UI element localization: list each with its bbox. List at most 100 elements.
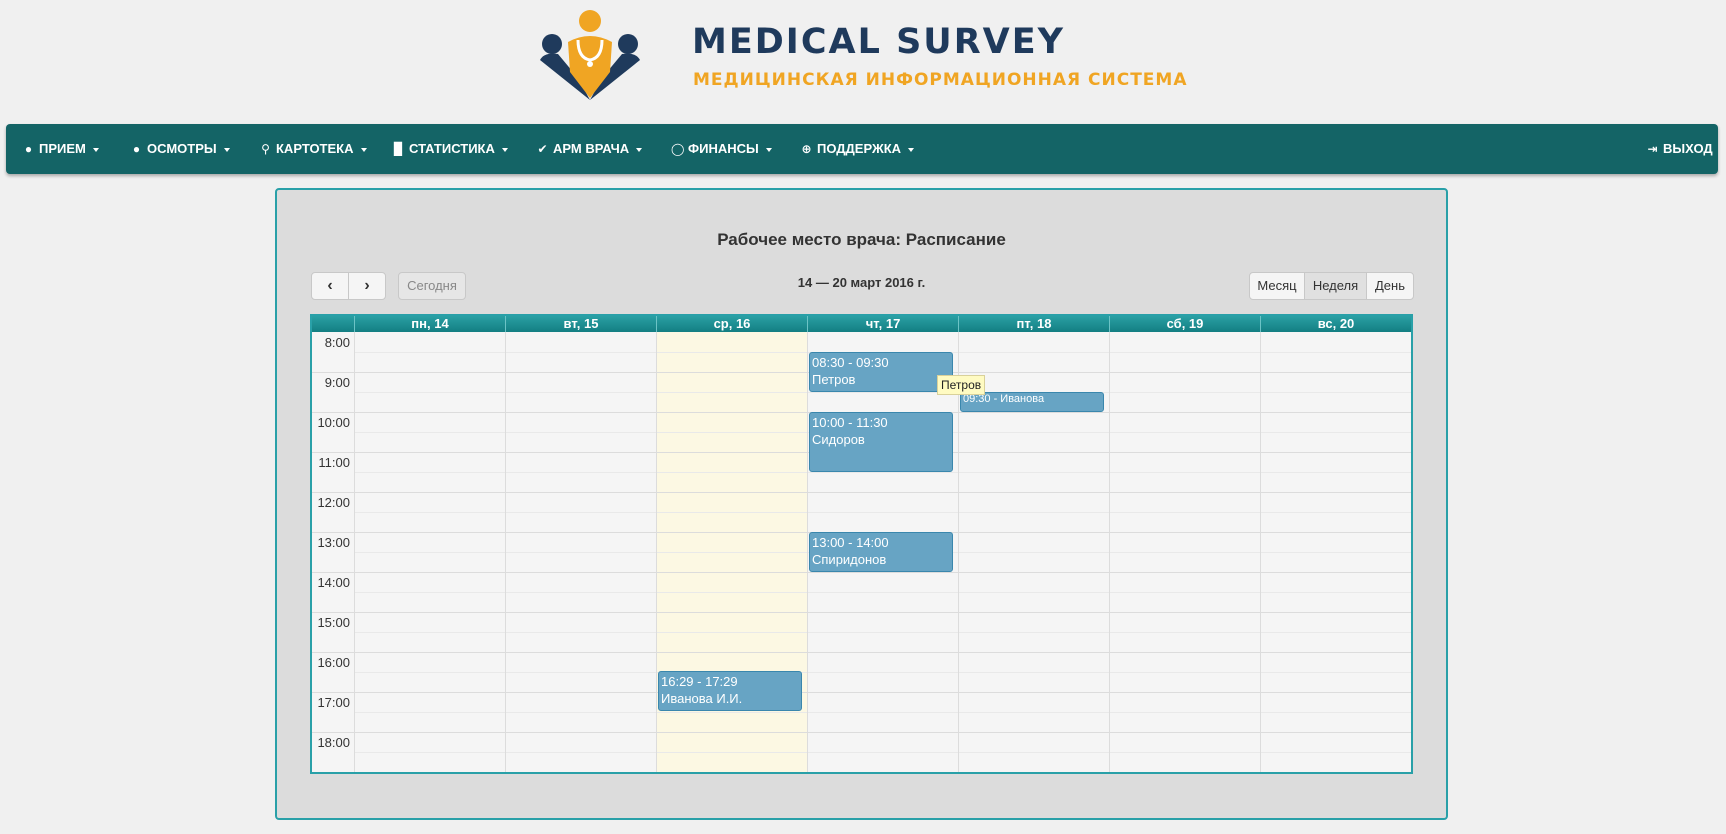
nav-label: ОСМОТРЫ: [147, 141, 217, 156]
half-hour-line: [354, 632, 1411, 633]
day-header-wed: ср, 16: [656, 316, 807, 332]
half-hour-line: [354, 752, 1411, 753]
day-header-fri: пт, 18: [958, 316, 1109, 332]
lifebuoy-icon: ⊕: [801, 142, 812, 156]
day-divider: [354, 332, 355, 772]
day-divider: [505, 332, 506, 772]
main-navbar: ● ПРИЕМ ● ОСМОТРЫ ⚲ КАРТОТЕКА ▉ СТАТИСТИКА ✔…: [6, 124, 1718, 174]
caret-down-icon: [92, 147, 99, 152]
day-header-sat: сб, 19: [1109, 316, 1260, 332]
brand-subtitle: МЕДИЦИНСКАЯ ИНФОРМАЦИОННАЯ СИСТЕМА: [693, 70, 1188, 90]
nav-item-arm-vracha[interactable]: ✔ АРМ ВРАЧА: [536, 124, 643, 174]
time-label: 18:00: [317, 735, 350, 750]
nav-item-priem[interactable]: ● ПРИЕМ: [22, 124, 99, 174]
week-view-button[interactable]: Неделя: [1304, 272, 1367, 300]
time-label: 10:00: [317, 415, 350, 430]
schedule-panel: Рабочее место врача: Расписание ‹ › Сего…: [275, 188, 1448, 820]
day-header-sun: вс, 20: [1260, 316, 1411, 332]
time-label: 9:00: [324, 375, 350, 390]
caret-down-icon: [765, 147, 772, 152]
caret-down-icon: [501, 147, 508, 152]
event-tooltip: Петров: [937, 375, 986, 395]
day-header-tue: вт, 15: [505, 316, 656, 332]
time-label: 17:00: [317, 695, 350, 710]
hour-line: [312, 692, 1411, 693]
half-hour-line: [354, 512, 1411, 513]
event-patient: Сидоров: [812, 432, 865, 447]
caret-down-icon: [908, 147, 915, 152]
date-range: 14 — 20 март 2016 г.: [797, 275, 926, 290]
hour-line: [312, 652, 1411, 653]
hour-line: [312, 612, 1411, 613]
nav-label: КАРТОТЕКА: [276, 141, 354, 156]
day-divider: [656, 332, 657, 772]
nav-item-statistika[interactable]: ▉ СТАТИСТИКА: [392, 124, 508, 174]
calendar-header: пн, 14 вт, 15 ср, 16 чт, 17 пт, 18 сб, 1…: [312, 316, 1411, 332]
month-view-button[interactable]: Месяц: [1249, 272, 1305, 300]
half-hour-line: [354, 392, 1411, 393]
day-divider: [807, 332, 808, 772]
day-header-thu: чт, 17: [807, 316, 958, 332]
next-week-button[interactable]: ›: [348, 272, 386, 300]
half-hour-line: [354, 472, 1411, 473]
week-calendar: пн, 14 вт, 15 ср, 16 чт, 17 пт, 18 сб, 1…: [310, 314, 1413, 774]
bar-chart-icon: ▉: [393, 142, 404, 156]
event-time: 16:29 - 17:29: [661, 674, 738, 689]
calendar-event[interactable]: 16:29 - 17:29 Иванова И.И.: [658, 671, 802, 711]
time-label: 8:00: [324, 335, 350, 350]
logout-label: ВЫХОД: [1663, 141, 1713, 156]
nav-label: ПРИЕМ: [39, 141, 86, 156]
logout-button[interactable]: ⇥ ВЫХОД: [1646, 124, 1713, 174]
event-patient: Петров: [812, 372, 856, 387]
half-hour-line: [354, 672, 1411, 673]
hour-line: [312, 732, 1411, 733]
logo-icon: [540, 10, 640, 100]
header: MEDICAL SURVEY МЕДИЦИНСКАЯ ИНФОРМАЦИОННА…: [0, 0, 1726, 120]
hour-line: [312, 492, 1411, 493]
event-time: 08:30 - 09:30: [812, 355, 889, 370]
calendar-event[interactable]: 09:30 - Иванова: [960, 392, 1104, 412]
event-patient: Иванова И.И.: [661, 691, 743, 706]
time-grid[interactable]: 8:00 9:00 10:00 11:00 12:00 13:00 14:00 …: [312, 332, 1411, 772]
search-icon: ⚲: [261, 142, 270, 156]
checkmark-icon: ✔: [537, 142, 548, 156]
caret-down-icon: [223, 147, 230, 152]
coin-icon: ◯: [671, 142, 685, 156]
day-header-mon: пн, 14: [354, 316, 505, 332]
caret-down-icon: [360, 147, 367, 152]
calendar-event[interactable]: 10:00 - 11:30 Сидоров: [809, 412, 953, 472]
time-label: 12:00: [317, 495, 350, 510]
caret-down-icon: [636, 147, 643, 152]
time-label: 14:00: [317, 575, 350, 590]
time-label: 11:00: [318, 455, 350, 470]
nav-label: АРМ ВРАЧА: [553, 141, 630, 156]
prev-week-button[interactable]: ‹: [311, 272, 349, 300]
event-label: 09:30 - Иванова: [963, 393, 1045, 405]
time-label: 15:00: [317, 615, 350, 630]
calendar-event[interactable]: 08:30 - 09:30 Петров: [809, 352, 953, 392]
hour-line: [312, 572, 1411, 573]
day-divider: [958, 332, 959, 772]
nav-item-podderzhka[interactable]: ⊕ ПОДДЕРЖКА: [800, 124, 915, 174]
nav-item-kartoteka[interactable]: ⚲ КАРТОТЕКА: [259, 124, 367, 174]
nav-item-osmotry[interactable]: ● ОСМОТРЫ: [130, 124, 230, 174]
event-time: 10:00 - 11:30: [812, 415, 888, 430]
nav-label: СТАТИСТИКА: [409, 141, 495, 156]
calendar-event[interactable]: 13:00 - 14:00 Спиридонов: [809, 532, 953, 572]
page-title: Рабочее место врача: Расписание: [717, 230, 1006, 249]
nav-label: ПОДДЕРЖКА: [817, 141, 902, 156]
day-divider: [1109, 332, 1110, 772]
time-label: 13:00: [317, 535, 350, 550]
day-view-button[interactable]: День: [1366, 272, 1414, 300]
event-patient: Спиридонов: [812, 552, 887, 567]
half-hour-line: [354, 592, 1411, 593]
user-icon: ●: [24, 142, 33, 156]
nav-item-finansy[interactable]: ◯ ФИНАНСЫ: [671, 124, 772, 174]
today-button[interactable]: Сегодня: [398, 272, 466, 300]
nav-label: ФИНАНСЫ: [688, 141, 759, 156]
event-time: 13:00 - 14:00: [812, 535, 889, 550]
user-check-icon: ●: [132, 142, 141, 156]
brand-title: MEDICAL SURVEY: [692, 22, 1065, 62]
half-hour-line: [354, 712, 1411, 713]
day-divider: [1260, 332, 1261, 772]
